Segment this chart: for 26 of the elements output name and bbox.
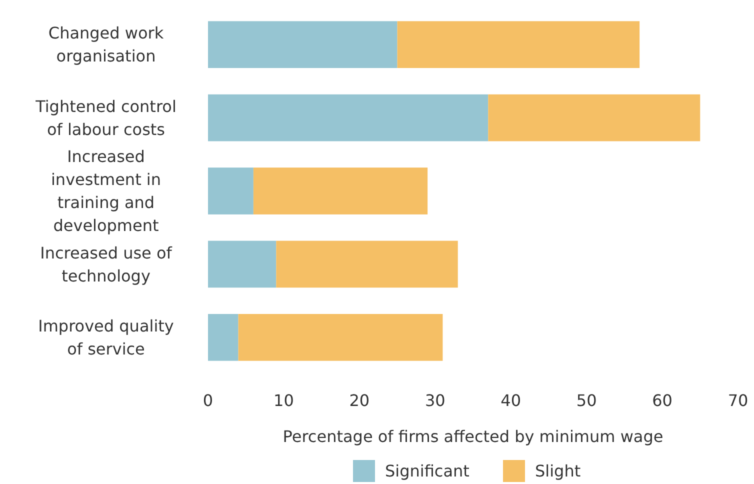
bar — [208, 168, 254, 214]
x-tick-label: 30 — [424, 391, 446, 410]
bar — [488, 94, 700, 142]
y-tick-label: Changed work organisation — [48, 24, 164, 66]
y-tick-label: Tightened control of labour costs — [34, 96, 176, 139]
y-tick-label: Improved quality of service — [38, 316, 174, 358]
bar — [238, 314, 443, 361]
x-tick-label: 20 — [349, 391, 370, 410]
legend-label: Slight — [535, 462, 581, 481]
x-tick-label: 40 — [500, 391, 522, 410]
bar — [208, 240, 276, 288]
x-tick-label: 70 — [728, 391, 748, 410]
bar — [397, 21, 640, 68]
bar — [208, 314, 238, 361]
x-tick-label: 60 — [652, 391, 672, 410]
x-tick-label: 50 — [576, 391, 597, 410]
x-tick-label: 0 — [202, 391, 214, 410]
bar — [276, 240, 458, 288]
bar — [208, 21, 398, 68]
x-axis-title: Percentage of firms affected by minimum wage — [282, 427, 664, 446]
bar — [253, 168, 428, 214]
y-tick-label: Increased investment in training and development — [50, 147, 162, 236]
y-tick-label: Increased use of technology — [40, 243, 172, 286]
legend-label: Significant — [385, 462, 470, 481]
x-tick-label: 10 — [274, 391, 294, 410]
bar — [208, 94, 488, 142]
